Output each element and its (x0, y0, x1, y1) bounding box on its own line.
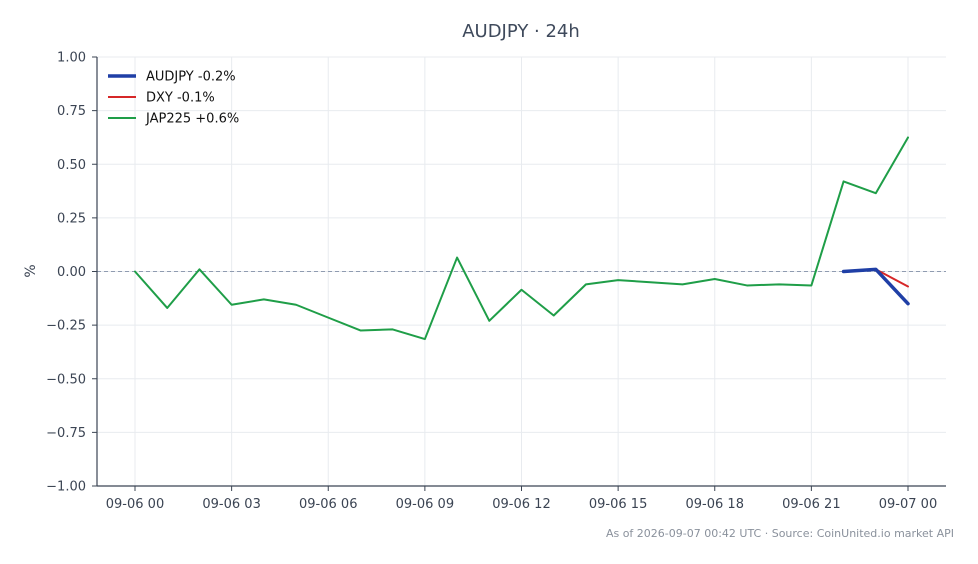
y-tick-label: −0.75 (46, 426, 86, 441)
series-line-3 (134, 136, 909, 341)
x-tick-label: 09-06 06 (299, 497, 357, 512)
axes-layer: 09-06 00 09-06 03 09-06 06 09-06 09 09-06 12… (46, 51, 946, 512)
x-tick-label: 09-06 09 (396, 497, 454, 512)
y-axis-label: % (23, 264, 39, 277)
y-tick-label: −1.00 (46, 480, 86, 495)
y-tick-label: −0.25 (46, 319, 86, 334)
y-tick-label: 0.25 (57, 211, 86, 226)
x-tick-label: 09-06 15 (589, 497, 647, 512)
y-tick-label: 0.50 (57, 158, 86, 173)
x-tick-label: 09-06 18 (686, 497, 744, 512)
y-tick-label: −0.50 (46, 372, 86, 387)
series-layer (134, 136, 910, 341)
x-tick-label: 09-06 00 (106, 497, 164, 512)
y-tick-label: 1.00 (57, 51, 86, 66)
y-tick-label: 0.75 (57, 104, 86, 119)
footer-source-text: As of 2026-09-07 00:42 UTC · Source: Coi… (606, 527, 954, 540)
chart-title: AUDJPY · 24h (462, 21, 580, 42)
series-line-1 (841, 267, 910, 306)
x-tick-label: 09-06 12 (492, 497, 550, 512)
x-tick-label: 09-06 03 (202, 497, 260, 512)
legend-label-2: DXY -0.1% (146, 91, 215, 106)
legend: AUDJPY -0.2% DXY -0.1% JAP225 +0.6% (108, 70, 239, 127)
legend-label-1: AUDJPY -0.2% (146, 70, 236, 85)
x-tick-label: 09-06 21 (782, 497, 840, 512)
x-tick-label: 09-07 00 (879, 497, 937, 512)
y-tick-label: 0.00 (57, 265, 86, 280)
legend-label-3: JAP225 +0.6% (145, 112, 239, 127)
